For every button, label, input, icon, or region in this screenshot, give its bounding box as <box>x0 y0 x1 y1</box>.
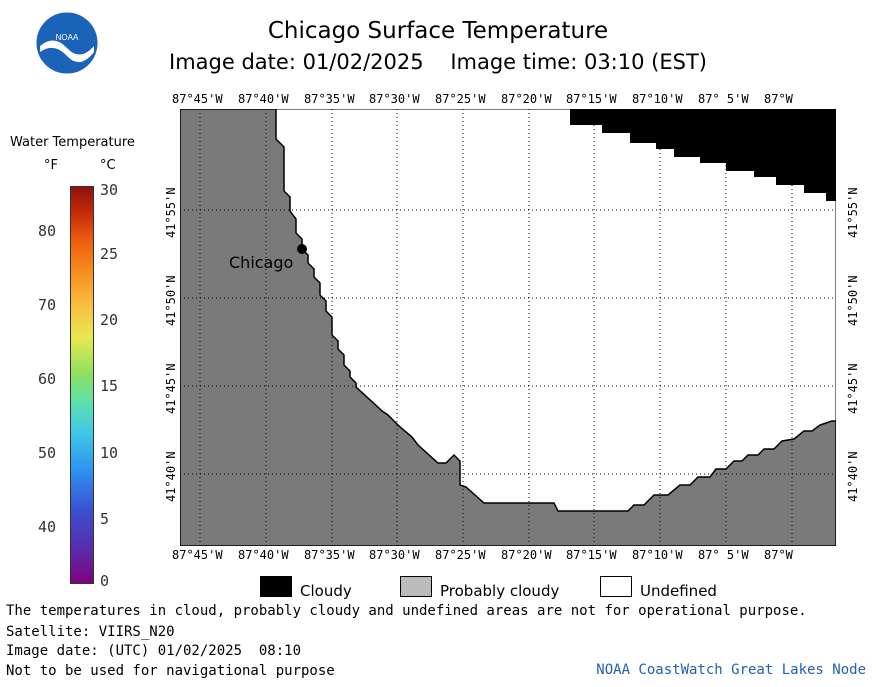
image-datetime: Image date: 01/02/2025 Image time: 03:10… <box>169 50 707 74</box>
legend-swatch-cloudy <box>260 576 292 597</box>
x-tick-bottom: 87°10'W <box>632 548 683 562</box>
legend-label-cloudy: Cloudy <box>300 582 352 600</box>
x-tick-bottom: 87°30'W <box>369 548 420 562</box>
x-tick-top: 87°30'W <box>369 92 420 106</box>
x-tick-bottom: 87°W <box>764 548 793 562</box>
y-tick-right: 41°45'N <box>846 363 860 414</box>
footer-credit: NOAA CoastWatch Great Lakes Node <box>596 662 866 678</box>
y-tick-left: 41°55'N <box>164 187 178 238</box>
graticule <box>180 109 836 546</box>
x-tick-top: 87°45'W <box>172 92 223 106</box>
legend-swatch-undefined <box>600 576 632 597</box>
legend-label-probably-cloudy: Probably cloudy <box>440 582 560 600</box>
y-tick-left: 41°50'N <box>164 275 178 326</box>
x-tick-top: 87°10'W <box>632 92 683 106</box>
colorbar-label-c: 15 <box>100 377 119 395</box>
noaa-logo: NOAA <box>36 12 98 74</box>
colorbar-label-c: 30 <box>100 181 119 199</box>
colorbar-label-c: 5 <box>100 510 110 528</box>
disclaimer-text: The temperatures in cloud, probably clou… <box>6 603 807 619</box>
x-tick-top: 87°35'W <box>304 92 355 106</box>
x-tick-top: 87°40'W <box>238 92 289 106</box>
city-label-chicago: Chicago <box>229 253 294 272</box>
y-tick-right: 41°40'N <box>846 451 860 502</box>
page-title: Chicago Surface Temperature <box>267 18 609 44</box>
x-tick-top: 87°20'W <box>501 92 552 106</box>
x-tick-top: 87°W <box>764 92 793 106</box>
navigation-warning: Not to be used for navigational purpose <box>6 663 335 679</box>
x-tick-bottom: 87°35'W <box>304 548 355 562</box>
colorbar-label-f: 60 <box>38 370 57 388</box>
noaa-logo-icon: NOAA <box>36 12 98 74</box>
cloudy-area <box>570 109 836 201</box>
colorbar-label-c: 0 <box>100 572 110 590</box>
y-tick-right: 41°50'N <box>846 275 860 326</box>
colorbar-label-f: 40 <box>38 518 57 536</box>
noaa-logo-text: NOAA <box>56 33 79 42</box>
utc-date-text: Image date: (UTC) 01/02/2025 08:10 <box>6 643 302 659</box>
y-tick-left: 41°40'N <box>164 451 178 502</box>
x-tick-bottom: 87° 5'W <box>698 548 749 562</box>
satellite-text: Satellite: VIIRS_N20 <box>6 624 175 640</box>
x-tick-bottom: 87°15'W <box>566 548 617 562</box>
legend: Cloudy Probably cloudy Undefined <box>260 576 730 600</box>
x-tick-top: 87° 5'W <box>698 92 749 106</box>
y-tick-left: 41°45'N <box>164 363 178 414</box>
legend-swatch-probably-cloudy <box>400 576 432 597</box>
colorbar <box>70 186 94 584</box>
map-svg <box>180 109 836 546</box>
legend-label-undefined: Undefined <box>640 582 717 600</box>
colorbar-unit-c: °C <box>100 158 116 173</box>
y-tick-right: 41°55'N <box>846 187 860 238</box>
colorbar-label-f: 70 <box>38 296 57 314</box>
x-tick-bottom: 87°25'W <box>435 548 486 562</box>
colorbar-title: Water Temperature <box>10 135 135 150</box>
map-panel <box>180 109 836 546</box>
colorbar-label-c: 20 <box>100 311 119 329</box>
colorbar-label-f: 80 <box>38 222 57 240</box>
x-tick-bottom: 87°45'W <box>172 548 223 562</box>
x-tick-top: 87°15'W <box>566 92 617 106</box>
chicago-marker <box>297 244 307 254</box>
land-area <box>180 109 836 546</box>
colorbar-unit-f: °F <box>44 158 58 173</box>
x-tick-bottom: 87°40'W <box>238 548 289 562</box>
colorbar-label-c: 25 <box>100 245 119 263</box>
x-tick-bottom: 87°20'W <box>501 548 552 562</box>
colorbar-label-f: 50 <box>38 444 57 462</box>
x-tick-top: 87°25'W <box>435 92 486 106</box>
colorbar-label-c: 10 <box>100 444 119 462</box>
